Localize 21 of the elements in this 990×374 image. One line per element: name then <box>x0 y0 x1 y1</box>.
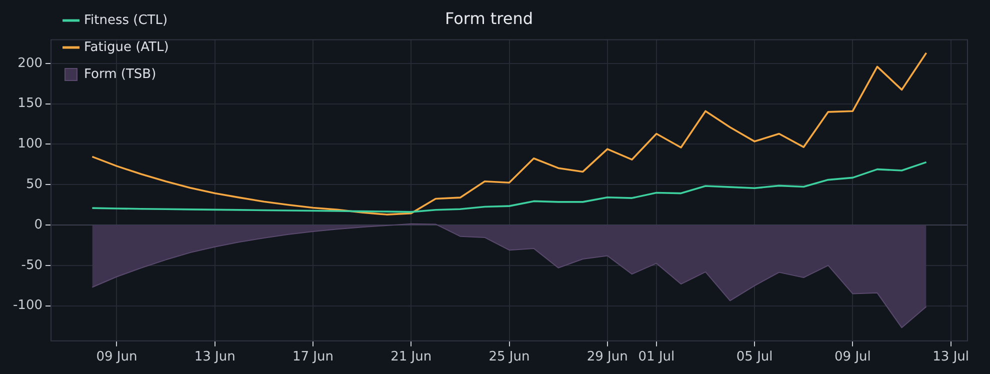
y-tick-label: 0 <box>34 217 43 232</box>
x-tick-label: 09 Jul <box>834 350 871 365</box>
legend-label: Form (TSB) <box>84 66 156 82</box>
x-tick-label: 09 Jun <box>96 350 138 365</box>
y-tick-label: -50 <box>21 258 43 273</box>
y-tick-label: 50 <box>26 177 43 192</box>
y-tick-label: -100 <box>12 298 43 314</box>
x-tick-label: 13 Jul <box>932 350 970 365</box>
chart-title: Form trend <box>444 8 534 28</box>
y-tick-label: 150 <box>18 96 43 112</box>
x-tick-label: 05 Jul <box>736 350 773 365</box>
y-tick-label: 100 <box>18 136 43 152</box>
x-tick-label: 01 Jul <box>638 350 675 365</box>
legend-label: Fitness (CTL) <box>84 12 168 28</box>
x-tick-label: 25 Jun <box>488 350 530 365</box>
x-tick-label: 17 Jun <box>292 350 334 365</box>
x-tick-label: 29 Jun <box>586 350 628 365</box>
x-tick-label: 13 Jun <box>194 350 236 365</box>
y-tick-label: 200 <box>18 56 43 71</box>
legend-label: Fatigue (ATL) <box>84 40 169 55</box>
x-tick-label: 21 Jun <box>390 350 432 365</box>
